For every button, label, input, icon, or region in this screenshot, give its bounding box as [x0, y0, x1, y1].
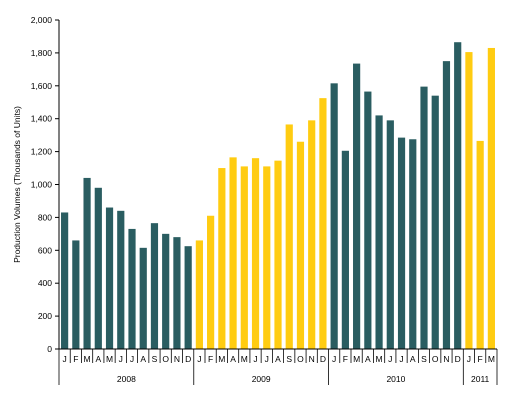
x-tick-label: O: [297, 354, 304, 364]
bar-20: [274, 160, 282, 349]
year-label: 2010: [386, 374, 405, 384]
x-tick-label: A: [140, 354, 146, 364]
bar-38: [476, 140, 484, 349]
bar-25: [330, 83, 338, 349]
bar-19: [263, 166, 271, 349]
x-tick-label: A: [95, 354, 101, 364]
y-tick-label: 600: [38, 245, 52, 255]
y-tick-label: 400: [38, 278, 52, 288]
x-tick-label: A: [275, 354, 281, 364]
bar-22: [296, 141, 305, 349]
x-tick-label: D: [185, 354, 191, 364]
x-tick-label: J: [388, 354, 392, 364]
y-axis: 0 200 400 600 800 1,000 1,200 1,400 1,600 1,800 2,…: [31, 15, 60, 354]
x-tick-label: F: [208, 354, 213, 364]
x-tick-label: J: [253, 354, 257, 364]
x-tick-label: J: [130, 354, 134, 364]
bar-11: [173, 237, 181, 349]
bar-34: [431, 95, 439, 349]
x-tick-label: N: [309, 354, 315, 364]
year-label: 2009: [252, 374, 271, 384]
bar-8: [139, 247, 147, 349]
x-tick-label: S: [286, 354, 292, 364]
bar-17: [240, 166, 248, 349]
x-tick-label: J: [399, 354, 403, 364]
x-tick-label: M: [106, 354, 113, 364]
x-tick-label: J: [332, 354, 336, 364]
y-tick-label: 2,000: [31, 15, 53, 25]
year-label: 2011: [471, 374, 490, 384]
bar-35: [442, 61, 451, 350]
y-tick-label: 1,000: [31, 180, 53, 190]
bar-37: [465, 52, 473, 349]
bar-10: [162, 233, 170, 349]
bar-30: [386, 120, 394, 349]
x-tick-label: O: [432, 354, 439, 364]
bar-15: [218, 168, 226, 349]
bar-1: [61, 212, 69, 349]
bar-21: [285, 124, 293, 350]
y-tick-label: 0: [47, 344, 52, 354]
y-tick-label: 1,800: [31, 48, 53, 58]
x-tick-label: F: [343, 354, 348, 364]
y-tick-label: 1,400: [31, 114, 53, 124]
y-axis-label: Production Volumes (Thousands of Units): [12, 106, 22, 263]
x-tick-label: M: [488, 354, 495, 364]
x-tick-label: J: [119, 354, 123, 364]
y-tick-label: 1,200: [31, 147, 53, 157]
x-tick-label: M: [218, 354, 225, 364]
bar-5: [105, 207, 114, 349]
bar-12: [184, 246, 192, 349]
x-tick-label: D: [455, 354, 461, 364]
bar-14: [207, 215, 215, 349]
bar-6: [117, 210, 125, 349]
x-tick-label: J: [62, 354, 66, 364]
bar-4: [94, 187, 102, 349]
bar-2: [72, 240, 80, 349]
bar-13: [195, 240, 203, 349]
bar-32: [409, 139, 417, 349]
x-tick-label: A: [410, 354, 416, 364]
x-tick-label: N: [443, 354, 449, 364]
x-tick-label: S: [152, 354, 158, 364]
x-tick-label: F: [73, 354, 78, 364]
x-tick-label: O: [162, 354, 169, 364]
x-tick-label: M: [376, 354, 383, 364]
x-tick-label: S: [421, 354, 427, 364]
year-label: 2008: [117, 374, 136, 384]
x-tick-label: A: [230, 354, 236, 364]
bar-28: [364, 91, 372, 349]
bar-36: [454, 42, 462, 350]
x-tick-label: M: [353, 354, 360, 364]
bar-27: [353, 63, 361, 350]
x-tick-label: M: [84, 354, 91, 364]
x-tick-label: D: [320, 354, 326, 364]
bar-23: [308, 120, 316, 349]
x-tick-label: F: [478, 354, 483, 364]
bar-33: [420, 86, 428, 350]
bar-16: [229, 157, 237, 349]
y-tick-label: 1,600: [31, 81, 53, 91]
bar-31: [397, 137, 406, 349]
x-tick-label: A: [365, 354, 371, 364]
bar-29: [375, 115, 383, 349]
bar-9: [150, 223, 159, 349]
x-tick-label: M: [241, 354, 248, 364]
bar-3: [83, 177, 91, 349]
bar-39: [487, 47, 495, 350]
x-tick-label: J: [265, 354, 269, 364]
bars: [61, 42, 495, 350]
x-tick-label: J: [467, 354, 471, 364]
bar-18: [251, 158, 260, 349]
bar-7: [128, 228, 136, 349]
bar-26: [341, 150, 349, 349]
x-tick-label: N: [174, 354, 180, 364]
y-tick-label: 800: [38, 212, 52, 222]
bar-24: [319, 98, 327, 349]
x-tick-label: J: [197, 354, 201, 364]
x-axis: J F M A M J J A S O N D J F M A M J J A S O N D J F M A M J J A S O N D J F M2…: [58, 348, 498, 385]
y-tick-label: 200: [38, 311, 52, 321]
